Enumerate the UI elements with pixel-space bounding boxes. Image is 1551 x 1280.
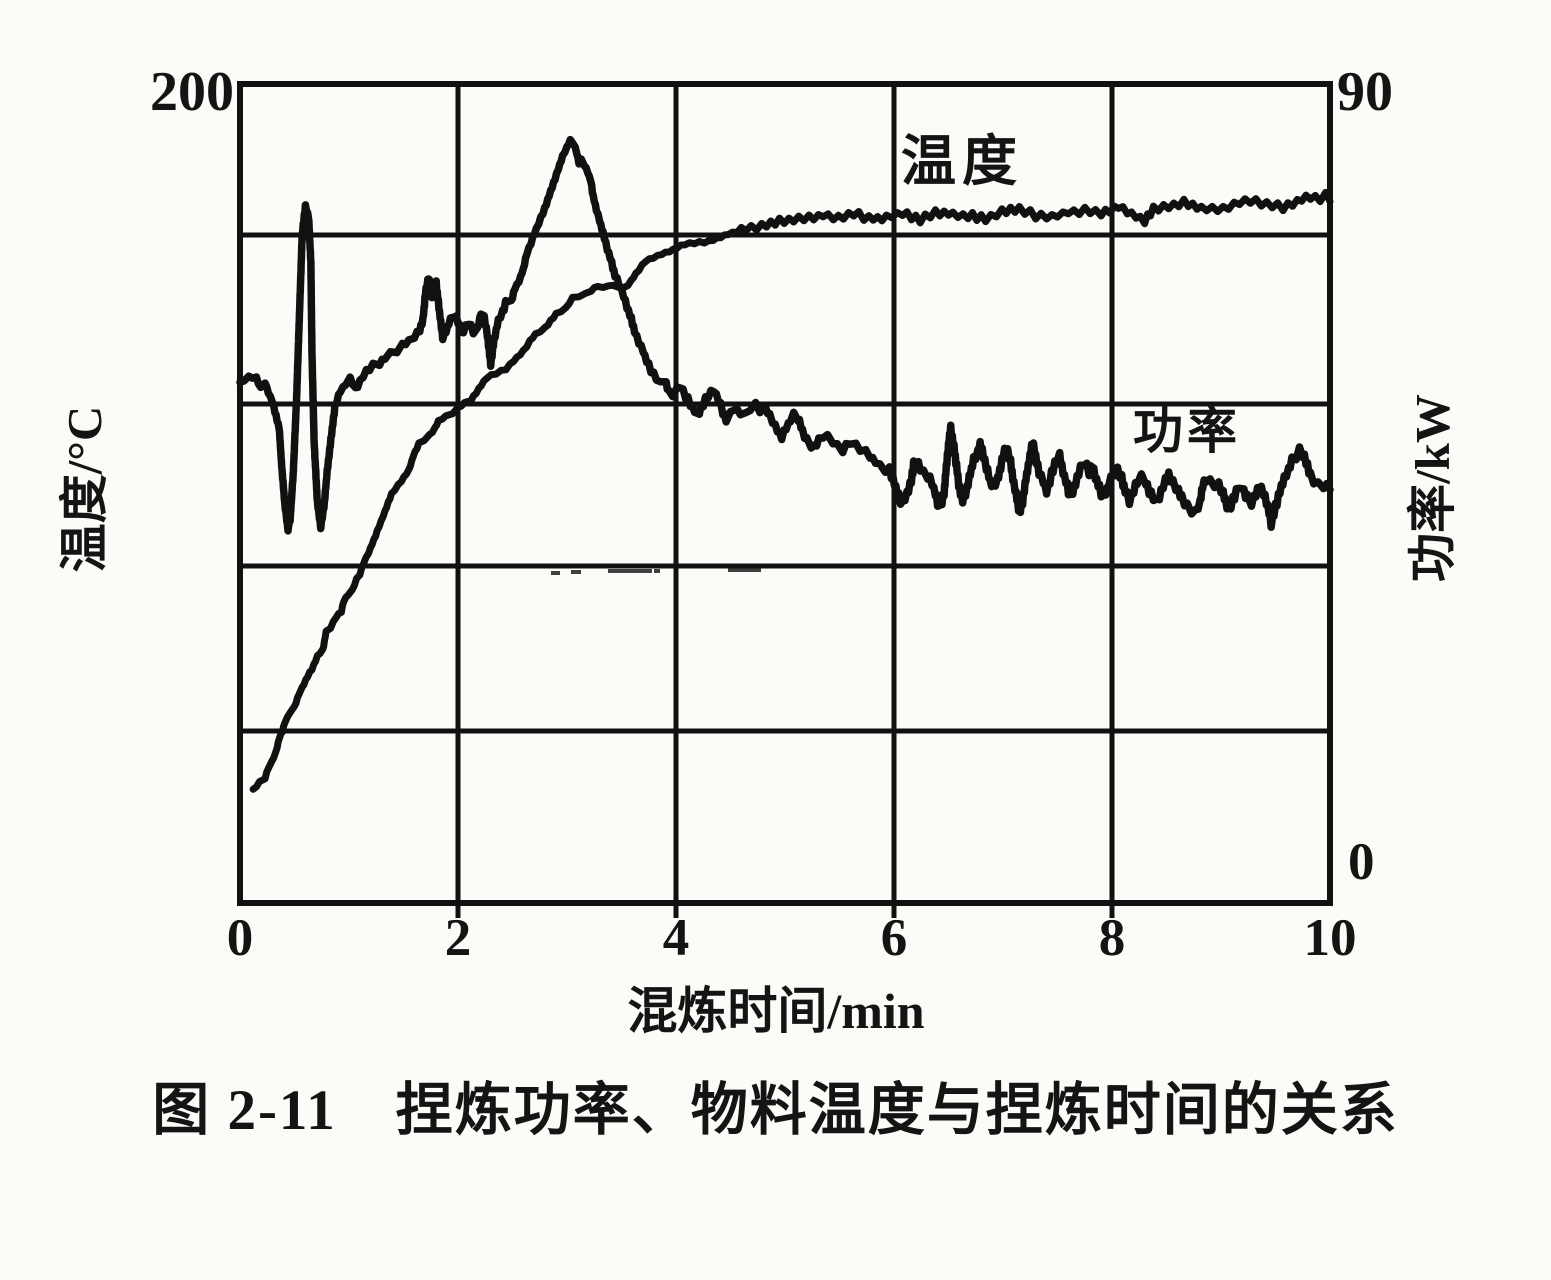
series-label-power: 功率 [1133,403,1241,459]
x-axis-title: 混炼时间/min [627,983,925,1039]
x-tick-label-6: 6 [880,909,908,967]
y-left-max-label: 200 [150,61,234,123]
y-left-axis-title: 温度/°C [57,405,112,573]
x-tick-label-8: 8 [1098,909,1126,967]
x-tick-label-0: 0 [226,909,254,967]
y-right-zero-label: 0 [1348,833,1375,891]
y-right-axis-title: 功率/kW [1405,394,1460,582]
x-tick-label-2: 2 [444,909,472,967]
x-tick-label-10: 10 [1303,909,1357,967]
y-right-max-label: 90 [1337,61,1393,123]
figure-caption: 图 2-11 捏炼功率、物料温度与捏炼时间的关系 [152,1079,1399,1142]
series-label-temperature: 温度 [901,131,1024,192]
x-tick-label-4: 4 [662,909,690,967]
